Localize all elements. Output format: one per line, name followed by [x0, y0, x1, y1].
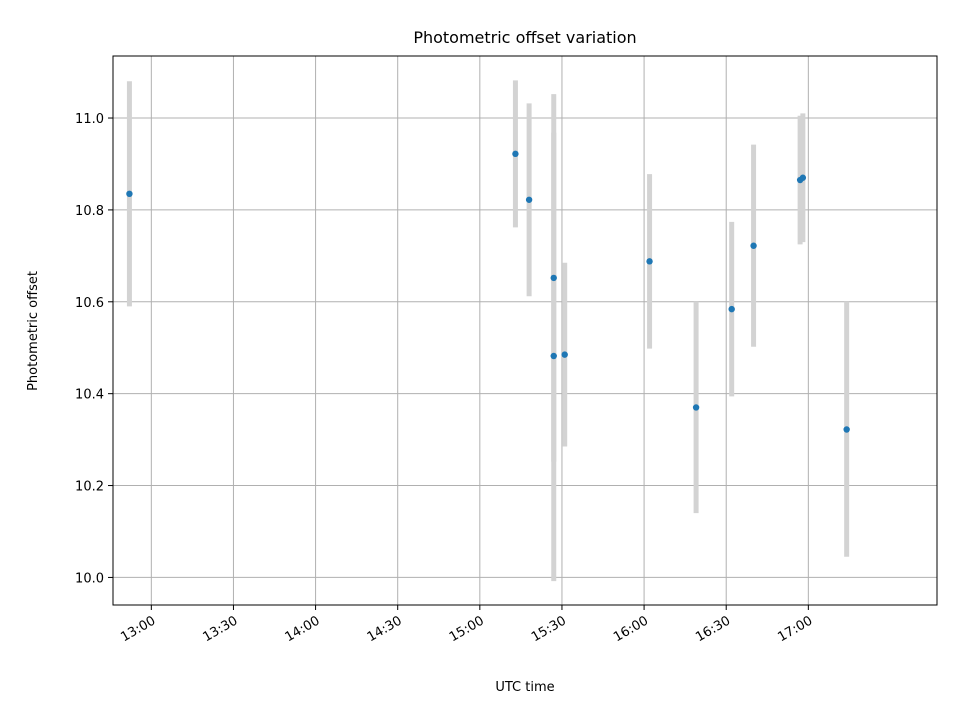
y-tick-label: 10.4: [75, 388, 104, 403]
x-tick-label: 15:00: [447, 613, 487, 645]
data-point: [728, 305, 735, 313]
data-point: [646, 258, 653, 265]
x-tick-label: 17:00: [775, 613, 815, 645]
data-point: [126, 190, 133, 198]
x-axis-ticks: 13:00 13:30 14:00 14:30 15:00 15:30 16:00 16:30…: [118, 605, 815, 645]
x-axis-label: UTC time: [495, 680, 554, 695]
y-tick-label: 10.6: [75, 296, 104, 311]
x-tick-label: 16:00: [611, 613, 651, 645]
x-tick-label: 13:00: [118, 613, 158, 645]
y-tick-label: 10.2: [75, 480, 104, 495]
y-tick-label: 10.8: [75, 204, 104, 219]
data-point: [750, 242, 757, 249]
data-point: [692, 404, 700, 411]
y-axis-ticks: 10.0 10.2 10.4 10.6 10.8 11.0: [75, 112, 113, 586]
data-point: [550, 274, 557, 282]
data-point: [525, 196, 533, 203]
x-tick-label: 16:30: [693, 613, 733, 645]
x-tick-label: 15:30: [529, 613, 569, 645]
x-tick-label: 14:00: [283, 613, 323, 645]
plot-frame: [112, 55, 938, 606]
data-point: [550, 352, 557, 360]
grid: [113, 56, 937, 605]
data-point: [512, 150, 519, 158]
data-point: [843, 426, 850, 433]
error-bars: [126, 80, 850, 582]
data-point: [561, 351, 568, 358]
y-tick-label: 10.0: [75, 571, 104, 586]
y-axis-label: Photometric offset: [26, 271, 41, 391]
chart-title: Photometric offset variation: [413, 28, 636, 47]
y-tick-label: 11.0: [75, 112, 104, 127]
x-tick-label: 13:30: [201, 613, 241, 645]
data-point: [799, 174, 807, 181]
data-markers: [126, 150, 850, 433]
x-tick-label: 14:30: [365, 613, 405, 645]
